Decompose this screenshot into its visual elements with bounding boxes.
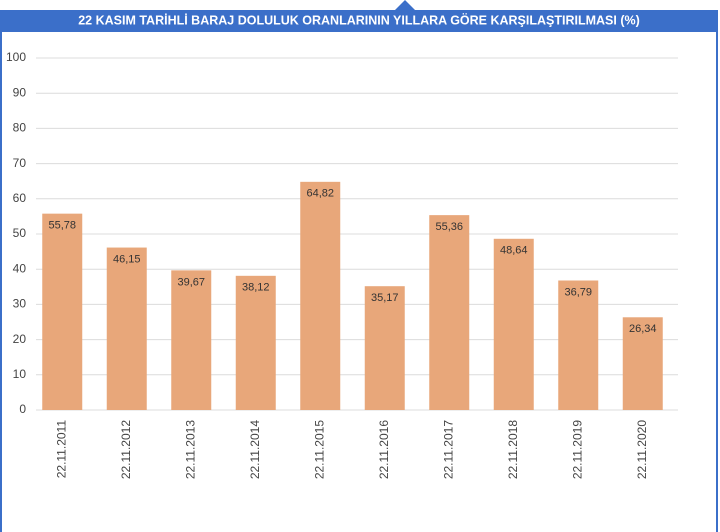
x-tick-label: 22.11.2013 <box>183 420 197 479</box>
bar <box>364 286 405 410</box>
x-tick-label: 22.11.2016 <box>377 420 391 479</box>
bar <box>171 270 212 410</box>
value-label: 55,36 <box>435 221 463 233</box>
y-tick-label: 50 <box>13 226 27 240</box>
bar <box>42 213 83 410</box>
y-tick-label: 90 <box>13 85 27 99</box>
value-label: 46,15 <box>113 253 141 265</box>
frame-right <box>716 10 718 532</box>
bar <box>493 238 534 410</box>
y-tick-label: 20 <box>13 332 27 346</box>
value-label: 35,17 <box>371 292 399 304</box>
value-label: 38,12 <box>242 282 270 294</box>
value-label: 36,79 <box>564 286 592 298</box>
y-tick-label: 10 <box>13 367 27 381</box>
bar <box>106 247 147 410</box>
value-label: 55,78 <box>48 220 76 232</box>
y-tick-label: 0 <box>19 402 26 416</box>
x-tick-label: 22.11.2020 <box>635 420 649 479</box>
x-tick-label: 22.11.2018 <box>506 420 520 479</box>
y-tick-label: 70 <box>13 156 27 170</box>
x-tick-label: 22.11.2014 <box>248 420 262 479</box>
bar <box>558 280 599 410</box>
frame-left <box>0 10 2 532</box>
title-bar <box>0 10 718 32</box>
bar <box>300 181 341 410</box>
value-label: 39,67 <box>177 276 205 288</box>
x-tick-label: 22.11.2012 <box>119 420 133 479</box>
x-tick-label: 22.11.2019 <box>570 420 584 479</box>
chart-title: 22 KASIM TARİHLİ BARAJ DOLULUK ORANLARIN… <box>78 12 640 27</box>
bar <box>429 215 470 410</box>
y-tick-label: 100 <box>6 50 26 64</box>
value-label: 26,34 <box>629 323 657 335</box>
y-tick-label: 40 <box>13 261 27 275</box>
value-label: 64,82 <box>306 188 334 200</box>
x-tick-label: 22.11.2011 <box>54 420 68 479</box>
y-tick-label: 30 <box>13 297 27 311</box>
x-tick-label: 22.11.2017 <box>441 420 455 479</box>
x-tick-label: 22.11.2015 <box>312 420 326 479</box>
bar <box>235 275 276 410</box>
value-label: 48,64 <box>500 245 528 257</box>
bar <box>622 317 663 410</box>
y-tick-label: 60 <box>13 191 27 205</box>
y-tick-label: 80 <box>13 121 27 135</box>
title-notch <box>395 0 415 10</box>
